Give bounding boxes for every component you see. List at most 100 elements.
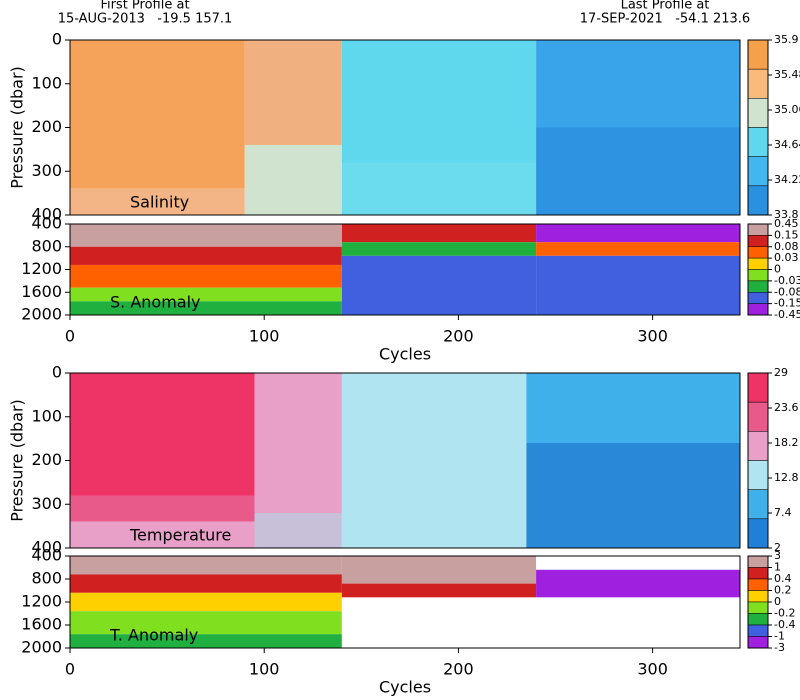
colorbar-segment [747, 518, 769, 549]
colorbar-segment [747, 269, 769, 282]
contour-fill [526, 373, 740, 443]
contour-fill [536, 597, 740, 648]
colorbar-tick-label: 7.4 [774, 506, 792, 519]
colorbar-tick-label: 0.03 [774, 251, 799, 264]
colorbar-segment [747, 39, 769, 70]
first-label: First Profile at [100, 0, 189, 13]
y-tick-label: 800 [31, 569, 62, 588]
colorbar-tick-label: 0.2 [774, 584, 792, 597]
colorbar-tick-label: 2 [774, 541, 781, 554]
contour-fill [536, 224, 740, 243]
first-info: 15-AUG-2013 -19.5 157.1 [58, 12, 233, 27]
x-tick-label: 100 [249, 327, 280, 346]
colorbar-tick-label: 35.48 [774, 68, 800, 81]
y-tick-label: 300 [31, 494, 62, 513]
y-tick-label: 400 [31, 538, 62, 557]
y-tick-label: 400 [31, 214, 62, 233]
colorbar-segment [747, 127, 769, 157]
colorbar-tick-label: 0.4 [774, 572, 792, 585]
colorbar-segment [747, 303, 769, 316]
colorbar-segment [747, 257, 769, 270]
colorbar-tick-label: 0.08 [774, 240, 799, 253]
contour-fill [70, 188, 245, 215]
contour-fill [70, 556, 342, 575]
colorbar-tick-label: 3 [774, 549, 781, 562]
colorbar-tick-label: 33.8 [774, 208, 799, 221]
colorbar-segment [747, 601, 769, 614]
x-tick-label: 300 [637, 660, 668, 679]
y-axis-label: Pressure (dbar) [8, 66, 27, 189]
contour-fill [536, 127, 740, 215]
colorbar-frame [747, 372, 769, 549]
colorbar-segment [747, 235, 769, 247]
colorbar-tick-label: 0 [774, 595, 781, 608]
colorbar-segment [747, 636, 769, 649]
contour-fill [244, 145, 342, 215]
contour-fill [70, 574, 342, 593]
x-tick-label: 0 [65, 660, 75, 679]
colorbar-frame [747, 39, 769, 216]
contour-fill [70, 264, 342, 288]
contour-fill [536, 569, 740, 598]
x-axis-label: Cycles [379, 678, 431, 697]
colorbar-tick-label: 12.8 [774, 471, 799, 484]
contour-fill [70, 592, 342, 612]
colorbar-tick-label: 34.64 [774, 138, 800, 151]
colorbar-tick-label: 1 [774, 561, 781, 574]
contour-fill [341, 224, 537, 243]
colorbar-tick-label: 23.6 [774, 401, 799, 414]
colorbar-tick-label: 0 [774, 263, 781, 276]
y-tick-label: 100 [31, 406, 62, 425]
contour-fill [536, 255, 740, 315]
colorbar-segment [747, 460, 769, 490]
colorbar-segment [747, 624, 769, 637]
contour-fill [536, 242, 740, 256]
colorbar-tick-label: 18.2 [774, 436, 799, 449]
colorbar-segment [747, 156, 769, 187]
y-axis-label: Pressure (dbar) [8, 399, 27, 522]
contour-fill [341, 242, 537, 256]
y-tick-label: 1600 [21, 282, 62, 301]
y-tick-label: 2000 [21, 638, 62, 657]
colorbar-segment [747, 613, 769, 626]
y-tick-label: 1200 [21, 259, 62, 278]
contour-fill [254, 373, 342, 513]
colorbar-tick-label: 0.15 [774, 228, 799, 241]
y-tick-label: 0 [52, 363, 62, 382]
colorbar-tick-label: -3 [774, 641, 785, 654]
colorbar-segment [747, 489, 769, 520]
contour-fill [341, 583, 537, 598]
contour-fill [341, 373, 527, 548]
x-tick-label: 200 [443, 327, 474, 346]
colorbar-segment [747, 223, 769, 236]
contour-fill [70, 301, 342, 315]
colorbar-tick-label: -0.08 [774, 285, 800, 298]
contour-fill [70, 611, 342, 635]
panel-label: S. Anomaly [110, 293, 201, 312]
y-tick-label: 200 [31, 450, 62, 469]
contour-fill [70, 373, 255, 496]
y-tick-label: 1600 [21, 615, 62, 634]
panel-label: Temperature [129, 526, 231, 545]
colorbar-segment [747, 292, 769, 304]
contour-fill [341, 255, 537, 315]
x-tick-label: 0 [65, 327, 75, 346]
x-tick-label: 300 [637, 327, 668, 346]
colorbar-segment [747, 280, 769, 293]
last-info: 17-SEP-2021 -54.1 213.6 [580, 12, 750, 27]
contour-fill [70, 521, 255, 548]
colorbar-tick-label: 0.45 [774, 217, 799, 230]
colorbar-segment [747, 246, 769, 259]
colorbar-tick-label: -0.4 [774, 618, 795, 631]
panel-label: Salinity [130, 193, 189, 212]
panel-label: T. Anomaly [109, 626, 198, 645]
x-axis-label: Cycles [379, 345, 431, 364]
colorbar-tick-label: -0.03 [774, 274, 800, 287]
colorbar-tick-label: 29 [774, 366, 788, 379]
x-tick-label: 200 [443, 660, 474, 679]
contour-fill [536, 556, 740, 570]
y-tick-label: 100 [31, 73, 62, 92]
contour-fill [70, 40, 245, 189]
y-tick-label: 1200 [21, 592, 62, 611]
